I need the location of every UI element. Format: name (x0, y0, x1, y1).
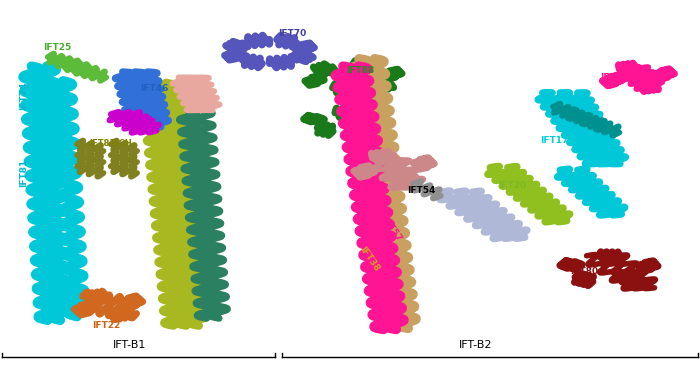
Text: IFT57: IFT57 (379, 215, 403, 243)
Text: IFT81: IFT81 (20, 159, 29, 187)
Text: IFT88: IFT88 (346, 66, 374, 75)
Text: IFT54: IFT54 (407, 186, 436, 195)
Text: IFT22: IFT22 (92, 321, 120, 330)
Text: IFT-B2: IFT-B2 (459, 340, 493, 350)
Text: IFT38: IFT38 (357, 245, 381, 273)
Text: IFT80: IFT80 (570, 267, 598, 276)
Text: IFT172: IFT172 (540, 136, 575, 145)
Text: IFT27: IFT27 (125, 116, 153, 125)
Text: IFT46: IFT46 (140, 84, 169, 93)
Text: IFT-B1: IFT-B1 (113, 340, 146, 350)
Text: IFT81-CH: IFT81-CH (90, 139, 132, 148)
Text: IFT25: IFT25 (43, 43, 71, 52)
Text: IFT52: IFT52 (377, 157, 405, 166)
Text: IFT74: IFT74 (20, 81, 29, 110)
Text: IFT70: IFT70 (279, 29, 307, 38)
Text: IFT57-CH: IFT57-CH (601, 73, 647, 82)
Text: IFT20: IFT20 (498, 181, 526, 190)
